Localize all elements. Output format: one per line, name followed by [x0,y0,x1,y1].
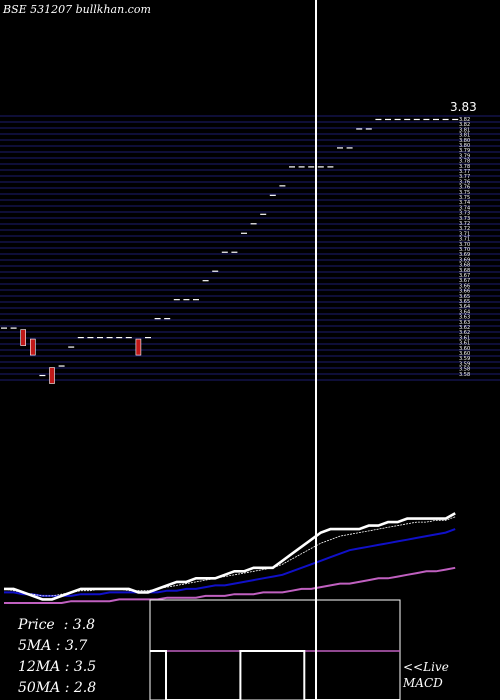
scale-tick-label: 3.59 [459,361,470,367]
down-candle [135,338,142,356]
scale-tick-label: 3.72 [459,226,470,232]
ma12-line [4,528,456,597]
scale-tick-label: 3.76 [459,185,470,191]
price-label: 3.83 [450,100,477,114]
scale-tick-label: 3.80 [459,138,470,144]
scale-tick-label: 3.65 [459,299,470,305]
scale-tick-label: 3.82 [459,117,470,123]
scale-tick-label: 3.65 [459,294,470,300]
chart-title: BSE 531207 bullkhan.com [3,3,151,16]
scale-tick-label: 3.59 [459,356,470,362]
scale-tick-label: 3.70 [459,247,470,253]
scale-tick-label: 3.81 [459,127,470,133]
stat-12ma: 12MA : 3.5 [18,659,97,675]
stats-panel: Price : 3.8 5MA : 3.7 12MA : 3.5 50MA : … [18,615,96,699]
scale-tick-label: 3.79 [459,153,470,159]
scale-tick-label: 3.64 [459,304,470,310]
macd-label[interactable]: MACD [403,676,443,690]
scale-tick-label: 3.69 [459,252,470,258]
stat-label: 12MA [18,659,61,675]
stat-label: 5MA [18,638,52,654]
ma50-line [4,566,456,604]
stat-value: 3.7 [64,638,88,654]
live-macd-link[interactable]: <<Live MACD [403,659,449,691]
scale-tick-label: 3.82 [459,122,470,128]
stat-5ma: 5MA : 3.7 [18,638,88,654]
scale-tick-label: 3.72 [459,221,470,227]
stat-value: 3.5 [73,659,97,675]
price-line [4,512,456,601]
scale-tick-label: 3.60 [459,351,470,357]
scale-tick-label: 3.71 [459,231,470,237]
scale-tick-label: 3.73 [459,211,470,217]
scale-tick-label: 3.58 [459,367,470,373]
scale-tick-label: 3.74 [459,200,470,206]
scale-tick-label: 3.66 [459,289,470,295]
stat-value: 3.8 [72,617,96,633]
scale-tick-label: 3.61 [459,335,470,341]
scale-tick-label: 3.69 [459,257,470,263]
live-label[interactable]: <<Live [403,660,449,674]
down-candle [29,338,36,356]
scale-tick-label: 3.58 [459,372,470,378]
scale-tick-label: 3.61 [459,341,470,347]
scale-tick-label: 3.60 [459,346,470,352]
ma5-line [3,516,456,597]
scale-tick-label: 3.80 [459,143,470,149]
stat-label: Price [18,617,55,633]
scale-tick-label: 3.75 [459,195,470,201]
scale-tick-label: 3.67 [459,273,470,279]
scale-tick-label: 3.64 [459,309,470,315]
down-candle [49,367,55,384]
scale-tick-label: 3.74 [459,205,470,211]
scale-tick-label: 3.79 [459,148,470,154]
scale-tick-label: 3.71 [459,237,470,243]
down-candle [20,329,27,346]
scale-tick-label: 3.78 [459,164,470,170]
scale-tick-label: 3.67 [459,278,470,284]
scale-tick-label: 3.68 [459,263,470,269]
scale-tick-label: 3.63 [459,320,470,326]
stat-50ma: 50MA : 2.8 [18,680,97,696]
scale-tick-label: 3.70 [459,242,470,248]
scale-tick-label: 3.66 [459,283,470,289]
scale-tick-label: 3.76 [459,179,470,185]
stat-value: 2.8 [73,680,97,696]
stat-price: Price : 3.8 [18,617,96,633]
stat-label: 50MA [18,680,61,696]
scale-tick-label: 3.63 [459,315,470,321]
scale-tick-label: 3.78 [459,159,470,165]
scale-tick-label: 3.62 [459,325,470,331]
scale-tick-label: 3.62 [459,330,470,336]
scale-tick-label: 3.81 [459,133,470,139]
macd-line [150,650,400,700]
scale-tick-label: 3.75 [459,190,470,196]
scale-tick-label: 3.68 [459,268,470,274]
scale-tick-label: 3.77 [459,174,470,180]
scale-tick-label: 3.77 [459,169,470,175]
scale-tick-label: 3.73 [459,216,470,222]
